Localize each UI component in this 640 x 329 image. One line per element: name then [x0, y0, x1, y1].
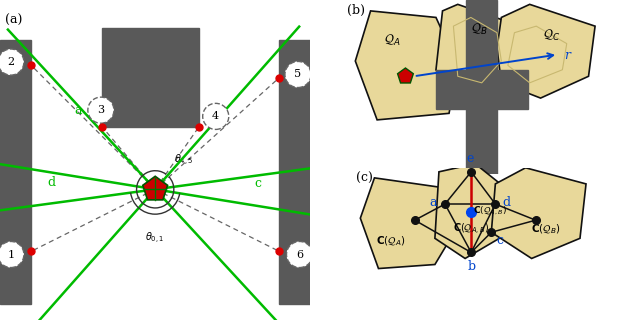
Text: a: a [75, 104, 83, 116]
Text: $\mathbf{C}(\mathcal{Q}_A)$: $\mathbf{C}(\mathcal{Q}_A)$ [376, 235, 406, 248]
Text: $\mathcal{Q}_B$: $\mathcal{Q}_B$ [471, 22, 488, 37]
Text: a: a [429, 195, 437, 209]
Text: 3: 3 [97, 105, 104, 115]
Polygon shape [143, 176, 168, 200]
Text: c: c [497, 234, 503, 247]
Text: 2: 2 [7, 57, 15, 67]
Text: b: b [220, 105, 228, 118]
Circle shape [88, 97, 114, 123]
Text: d: d [502, 195, 511, 209]
Polygon shape [497, 4, 595, 98]
Bar [467, 0, 497, 174]
Polygon shape [355, 11, 458, 120]
Text: $\mathbf{C}(\mathcal{Q}_B)$: $\mathbf{C}(\mathcal{Q}_B)$ [531, 222, 561, 236]
Text: e: e [467, 152, 474, 165]
Polygon shape [492, 168, 586, 259]
Circle shape [0, 49, 24, 75]
Polygon shape [435, 164, 506, 259]
Text: $\theta_{4,5}$: $\theta_{4,5}$ [174, 153, 194, 168]
Polygon shape [360, 178, 459, 268]
Text: (b): (b) [347, 4, 365, 17]
Circle shape [203, 103, 228, 129]
Bar [102, 28, 198, 127]
Circle shape [287, 241, 312, 267]
Text: d: d [47, 176, 55, 189]
Text: $\mathbf{C}(\mathcal{Q}_{A,B})$: $\mathbf{C}(\mathcal{Q}_{A,B})$ [453, 222, 490, 237]
Text: r: r [564, 49, 571, 62]
Bar [436, 70, 527, 109]
Text: $\mathcal{Q}_A$: $\mathcal{Q}_A$ [384, 33, 401, 48]
Text: $\mathcal{Q}_C$: $\mathcal{Q}_C$ [543, 28, 560, 43]
Text: 6: 6 [296, 249, 303, 260]
Text: (c): (c) [356, 172, 373, 185]
Text: b: b [467, 261, 476, 273]
Text: 5: 5 [294, 69, 301, 80]
Text: 1: 1 [7, 249, 15, 260]
Circle shape [0, 241, 24, 267]
Text: 4: 4 [212, 112, 220, 121]
Circle shape [285, 62, 311, 88]
Text: $\mathbf{C}(\mathcal{Q}_{A,B})$: $\mathbf{C}(\mathcal{Q}_{A,B})$ [473, 205, 507, 217]
Text: $\theta_{0,1}$: $\theta_{0,1}$ [145, 231, 164, 246]
Text: (a): (a) [4, 14, 22, 27]
Text: c: c [255, 177, 262, 190]
Polygon shape [436, 4, 515, 105]
Bar [0, 40, 31, 304]
Polygon shape [397, 68, 413, 83]
Bar [280, 40, 310, 304]
